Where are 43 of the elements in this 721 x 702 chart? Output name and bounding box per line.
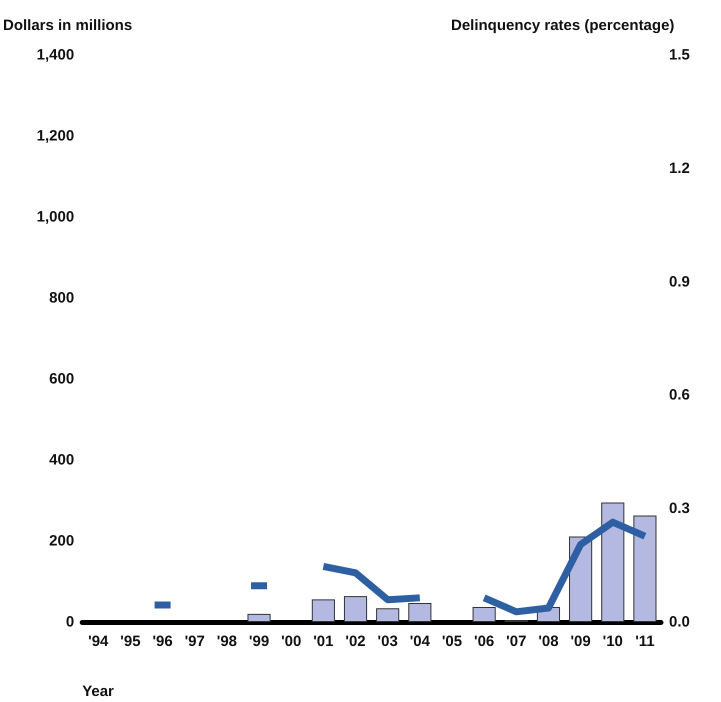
y-tick-label: 0 <box>66 614 74 630</box>
y2-tick-label: 0.0 <box>669 614 690 630</box>
x-tick-label: '09 <box>570 633 591 650</box>
x-tick-label: '04 <box>410 633 431 650</box>
y-tick-label: 800 <box>49 290 74 306</box>
y2-tick-label: 1.2 <box>669 160 690 177</box>
y2-tick-label: 1.5 <box>669 46 690 64</box>
y2-tick-label: 0.3 <box>669 500 690 518</box>
y-tick-label: 1,200 <box>36 128 74 144</box>
y2-axis-title: Delinquency rates (percentage) <box>451 17 674 34</box>
bar <box>601 502 624 622</box>
y2-tick-label: 0.9 <box>669 273 690 290</box>
y-axis-title: Dollars in millions <box>2 17 132 34</box>
x-tick-label: '02 <box>345 633 366 650</box>
x-tick-label: '96 <box>152 633 173 650</box>
x-tick-label: '94 <box>88 633 110 650</box>
bar <box>472 607 496 622</box>
y-tick-label: 1,000 <box>36 208 74 226</box>
y-tick-label: 200 <box>49 532 74 550</box>
bar <box>376 608 400 622</box>
x-tick-label: '97 <box>184 633 205 650</box>
x-tick-label: '01 <box>313 633 334 650</box>
x-tick-label: '98 <box>216 633 238 650</box>
y-tick-label: 1,400 <box>36 46 74 64</box>
x-tick-label: '00 <box>281 633 302 650</box>
bar <box>312 599 335 622</box>
bar <box>633 515 656 622</box>
y2-tick-label: 0.6 <box>669 386 690 404</box>
y-tick-label: 600 <box>49 370 74 388</box>
x-tick-label: '08 <box>538 633 559 650</box>
x-tick-label: '05 <box>442 633 462 650</box>
bar <box>408 602 432 622</box>
x-tick-label: '07 <box>506 633 526 650</box>
x-tick-label: '95 <box>120 633 141 650</box>
x-tick-label: '06 <box>474 633 494 650</box>
bar <box>247 614 271 622</box>
x-tick-label: '99 <box>248 633 270 650</box>
bar <box>344 596 368 622</box>
y-tick-label: 400 <box>49 452 74 468</box>
x-tick-label: '11 <box>635 633 655 650</box>
x-tick-label: '03 <box>378 633 398 650</box>
x-axis-title: Year <box>82 683 114 700</box>
x-tick-label: '10 <box>602 633 623 650</box>
